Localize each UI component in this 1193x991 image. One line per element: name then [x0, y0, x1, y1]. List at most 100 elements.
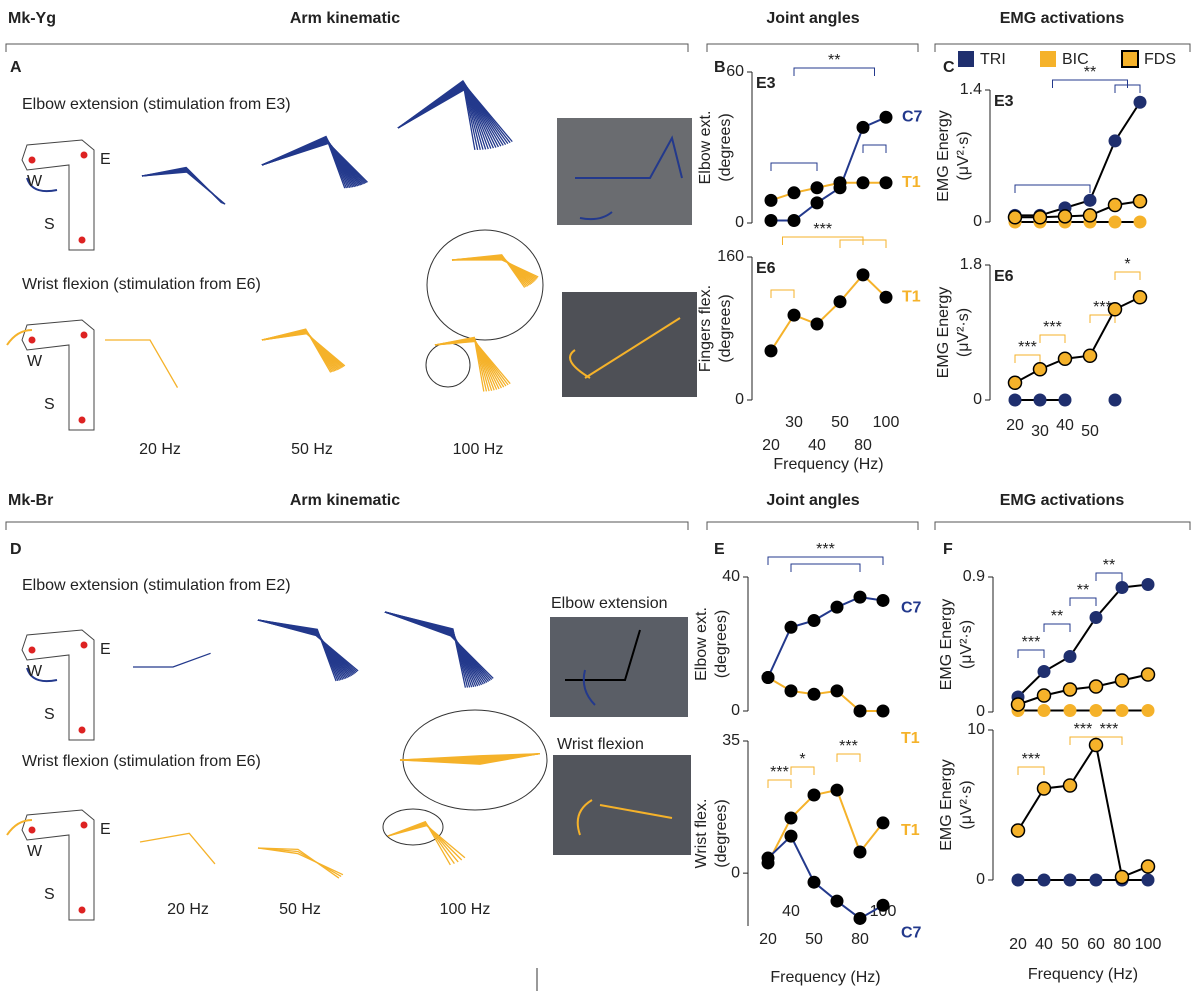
stick-figure: [140, 833, 215, 864]
joint-dot: [81, 642, 88, 649]
x-tick-label: 20: [1009, 936, 1027, 953]
data-point: [1084, 194, 1097, 207]
data-point: [834, 176, 847, 189]
joint-dot: [29, 827, 36, 834]
panel-label: C: [943, 59, 955, 76]
x-tick-label: 40: [808, 437, 826, 454]
data-point: [1109, 216, 1122, 229]
data-point: [831, 684, 844, 697]
y-tick-label: 1.4: [960, 81, 982, 98]
data-point: [788, 309, 801, 322]
data-point: [1142, 860, 1155, 873]
electrode-label: E3: [994, 93, 1014, 110]
data-point: [1064, 683, 1077, 696]
legend-label: FDS: [1144, 51, 1176, 68]
y-tick-label: 0: [976, 703, 985, 720]
data-point: [1090, 739, 1103, 752]
joint-label: S: [44, 396, 55, 413]
significance-label: **: [1077, 582, 1089, 599]
legend-label: TRI: [980, 51, 1006, 68]
y-tick-label: 1.8: [960, 256, 982, 273]
data-point: [765, 344, 778, 357]
data-point: [1009, 211, 1022, 224]
data-point: [788, 186, 801, 199]
data-point: [831, 784, 844, 797]
data-point: [1142, 704, 1155, 717]
data-point: [1142, 874, 1155, 887]
stick-figure: [435, 341, 506, 386]
data-point: [1134, 291, 1147, 304]
significance-label: ***: [816, 541, 835, 558]
data-point: [1064, 704, 1077, 717]
data-point: [788, 214, 801, 227]
freq-label: 20 Hz: [167, 901, 209, 918]
significance-label: **: [828, 52, 840, 69]
x-tick-label: 80: [851, 931, 869, 948]
y-axis-label: EMG Energy: [938, 599, 955, 691]
data-point: [1116, 704, 1129, 717]
y-tick-label: 160: [717, 248, 744, 265]
monkey-label: Mk-Br: [8, 492, 53, 509]
figure: Mk-Yg Arm kinematic Joint angles EMG act…: [0, 0, 1193, 991]
legend-label: BIC: [1062, 51, 1089, 68]
stick-figure: [435, 342, 510, 384]
zoom-circle: [426, 343, 470, 387]
y-axis-label: Fingers flex.: [697, 285, 714, 372]
joint-label: E: [100, 821, 111, 838]
data-point: [765, 194, 778, 207]
y-tick-label: 40: [722, 568, 740, 585]
data-point: [1116, 871, 1129, 884]
data-point: [1038, 874, 1051, 887]
freq-label: 50 Hz: [279, 901, 321, 918]
section-title: EMG activations: [1000, 492, 1125, 509]
significance-label: **: [1103, 557, 1115, 574]
x-tick-label: 30: [1031, 423, 1049, 440]
stick-figure: [388, 826, 465, 858]
y-tick-label: 0.9: [963, 568, 985, 585]
data-point: [877, 705, 890, 718]
data-point: [762, 671, 775, 684]
x-tick-label: 60: [1087, 936, 1105, 953]
joint-dot: [79, 417, 86, 424]
stick-figure: [262, 137, 345, 189]
y-tick-label: 0: [976, 871, 985, 888]
y-axis-label: (degrees): [713, 610, 730, 678]
x-axis-label: Frequency (Hz): [770, 969, 880, 986]
significance-label: ***: [1018, 339, 1037, 356]
panel-label: E: [714, 541, 725, 558]
data-point: [1134, 195, 1147, 208]
data-point: [1134, 216, 1147, 229]
freq-label: 20 Hz: [139, 441, 181, 458]
significance-label: ***: [1022, 751, 1041, 768]
data-point: [808, 688, 821, 701]
data-point: [1090, 611, 1103, 624]
joint-dot: [29, 337, 36, 344]
panel-label: B: [714, 59, 726, 76]
section-title: Arm kinematic: [290, 10, 400, 27]
joint-dot: [79, 237, 86, 244]
joint-label: E: [100, 641, 111, 658]
significance-bracket: [771, 163, 817, 171]
panel-label: D: [10, 541, 22, 558]
data-point: [1064, 650, 1077, 663]
photo: [553, 755, 691, 855]
data-point: [1084, 349, 1097, 362]
stick-figure: [133, 653, 211, 667]
data-point: [854, 705, 867, 718]
data-point: [831, 895, 844, 908]
y-tick-label: 0: [973, 213, 982, 230]
data-point: [877, 899, 890, 912]
condition: Wrist flexion (stimulation from E6): [22, 753, 261, 770]
series-line: [768, 678, 883, 712]
data-point: [854, 912, 867, 925]
x-tick-label: 40: [1035, 936, 1053, 953]
significance-label: *: [799, 751, 805, 768]
significance-bracket: [1015, 185, 1090, 193]
data-point: [857, 268, 870, 281]
data-point: [1090, 704, 1103, 717]
kinematics: WESWSWESWES: [7, 81, 540, 920]
series-label: T1: [901, 822, 920, 839]
data-point: [785, 830, 798, 843]
data-point: [880, 111, 893, 124]
data-point: [785, 621, 798, 634]
